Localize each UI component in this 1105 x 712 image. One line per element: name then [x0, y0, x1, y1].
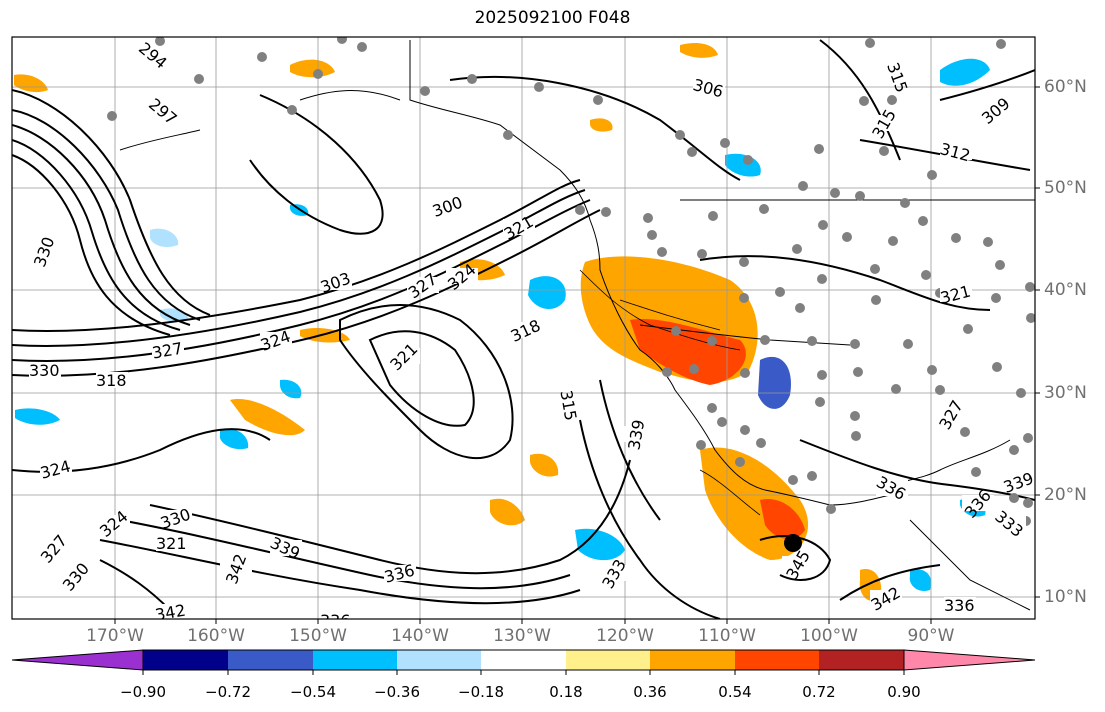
colorbar-tick-label: 0.54 — [718, 683, 752, 701]
lon-label: 160°W — [187, 626, 245, 646]
colorbar-tick-label: −0.90 — [120, 683, 166, 701]
contour-label-336e: 336 — [320, 611, 351, 630]
lon-label: 140°W — [391, 626, 449, 646]
colorbar-tick-label: 0.72 — [802, 683, 836, 701]
storm-center-marker — [784, 534, 802, 552]
graticule — [12, 37, 1035, 619]
lat-label: 60°N — [1044, 77, 1087, 97]
lon-label: 90°W — [907, 626, 955, 646]
lat-label: 40°N — [1044, 280, 1087, 300]
colorbar-tick-label: 0.90 — [887, 683, 921, 701]
lon-label: 100°W — [800, 626, 858, 646]
colorbar-extend-max — [903, 649, 1036, 671]
lon-label: 150°W — [289, 626, 347, 646]
station-dots — [107, 37, 1035, 526]
lon-label: 110°W — [698, 626, 756, 646]
colorbar-tick-label: −0.36 — [374, 683, 420, 701]
colorbar-tick-label: 0.18 — [549, 683, 583, 701]
colorbar-cell — [397, 650, 481, 670]
contour-labels: 294 297 300 303 306 309 312 315 315 315 … — [28, 38, 1035, 630]
colorbar-tick-label: −0.18 — [458, 683, 504, 701]
lat-label: 20°N — [1044, 485, 1087, 505]
colorbar-cell — [566, 650, 650, 670]
lon-label: 120°W — [596, 626, 654, 646]
contour-label-321b: 321 — [156, 534, 187, 553]
colorbar — [11, 649, 1036, 675]
lat-label: 30°N — [1044, 383, 1087, 403]
colorbar-tick-label: −0.72 — [205, 683, 251, 701]
lon-label: 170°W — [86, 626, 144, 646]
contour-label-342c: 342 — [154, 601, 187, 625]
colorbar-cell — [313, 650, 397, 670]
colorbar-tick-label: −0.54 — [290, 683, 336, 701]
map-frame — [11, 36, 1036, 620]
colorbar-cell — [735, 650, 819, 670]
contour-label-336d: 336 — [944, 596, 975, 615]
axis-ticks — [114, 86, 1040, 624]
contour-label-330b: 330 — [29, 361, 60, 380]
colorbar-cell — [143, 650, 228, 670]
colorbar-tick-label: 0.36 — [633, 683, 667, 701]
colorbar-cell — [819, 650, 904, 670]
colorbar-cell — [228, 650, 313, 670]
colorbar-extend-min — [11, 649, 144, 671]
lat-label: 10°N — [1044, 587, 1087, 607]
lat-label: 50°N — [1044, 178, 1087, 198]
lon-label: 130°W — [493, 626, 551, 646]
colorbar-cell — [650, 650, 735, 670]
map-title: 2025092100 F048 — [474, 8, 631, 28]
contour-label-318: 318 — [96, 371, 127, 390]
colorbar-cell — [481, 650, 566, 670]
